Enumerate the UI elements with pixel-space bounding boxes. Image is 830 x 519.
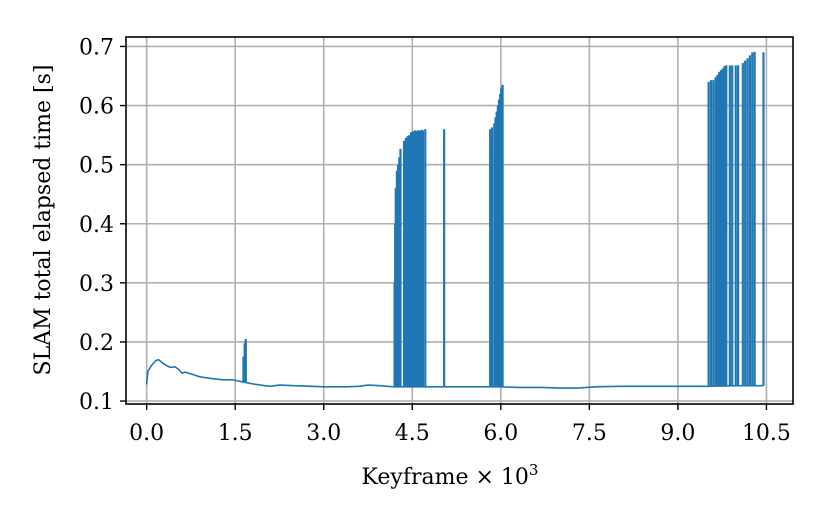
x-tick-label: 3.0 — [306, 421, 341, 446]
y-tick-label: 0.6 — [79, 95, 114, 120]
x-axis-label: Keyframe × 103 — [362, 461, 539, 490]
series-baseline-line — [145, 358, 764, 389]
y-tick-label: 0.5 — [79, 154, 114, 179]
grid — [126, 37, 793, 404]
y-tick-label: 0.3 — [79, 272, 114, 297]
x-tick-label: 1.5 — [218, 421, 253, 446]
plot-frame — [125, 36, 794, 405]
x-tick-label: 0.0 — [129, 421, 164, 446]
y-tick-label: 0.1 — [79, 390, 114, 415]
y-tick-label: 0.4 — [79, 213, 114, 238]
y-tick-label: 0.2 — [79, 331, 114, 356]
x-tick-label: 9.0 — [660, 421, 695, 446]
y-tick-label: 0.7 — [79, 35, 114, 60]
y-axis-label: SLAM total elapsed time [s] — [31, 64, 56, 375]
x-tick-label: 4.5 — [395, 421, 430, 446]
x-tick-label: 7.5 — [572, 421, 607, 446]
ticks: 0.0 1.5 3.0 4.5 6.0 7.5 9.0 10.5 0.1 0.2 0.3 0.4 0.5… — [79, 35, 791, 446]
x-tick-label: 6.0 — [483, 421, 518, 446]
x-tick-label: 10.5 — [742, 421, 791, 446]
series-layer — [145, 51, 765, 389]
